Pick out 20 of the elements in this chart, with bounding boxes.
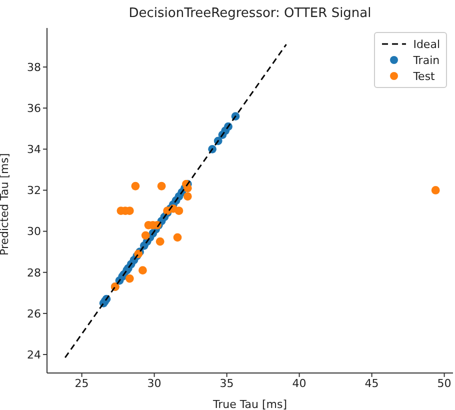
x-tick-label: 50	[437, 376, 452, 390]
x-axis-title: True Tau [ms]	[212, 398, 287, 410]
y-tick-label: 28	[27, 266, 41, 280]
y-tick-label: 26	[27, 307, 41, 320]
y-tick-label: 36	[27, 102, 41, 115]
y-tick-label: 34	[27, 143, 41, 156]
x-tick-label: 45	[364, 376, 379, 390]
legend-label: Ideal	[413, 38, 440, 50]
x-tick-label: 35	[220, 376, 234, 390]
y-tick-label: 30	[27, 225, 41, 238]
y-tick-label: 24	[27, 348, 41, 362]
y-axis-title: Predicted Tau [ms]	[0, 153, 11, 256]
y-tick-label: 38	[27, 60, 41, 74]
x-tick-label: 30	[147, 376, 162, 390]
y-tick-label: 32	[27, 184, 41, 198]
legend-label: Train	[413, 54, 440, 66]
x-tick-label: 40	[292, 376, 306, 390]
x-tick-label: 25	[74, 376, 89, 390]
chart-title: DecisionTreeRegressor: OTTER Signal	[128, 6, 372, 21]
legend-label: Test	[413, 70, 435, 82]
